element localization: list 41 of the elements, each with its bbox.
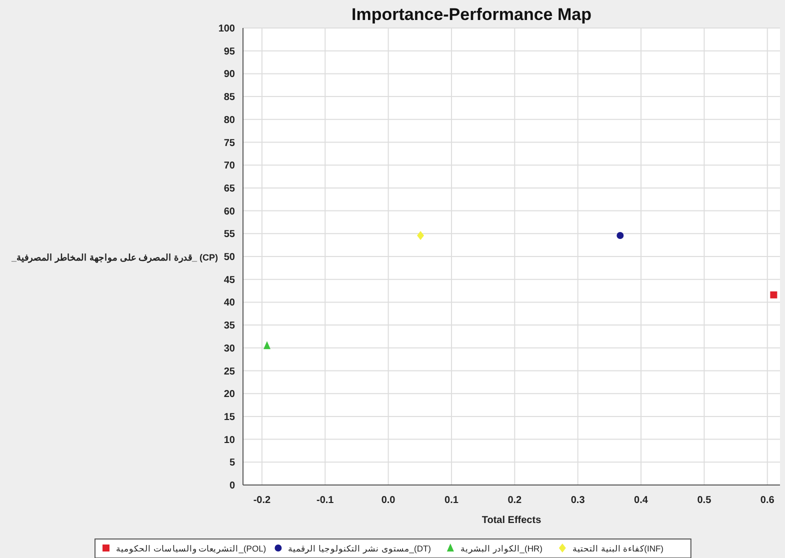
y-tick-label: 5: [229, 458, 236, 469]
legend-label: التشريعات والسياسات الحكومية_(POL): [116, 544, 266, 554]
x-tick-label: -0.2: [253, 495, 272, 506]
y-tick-label: 95: [224, 46, 236, 58]
x-tick-label: -0.1: [316, 495, 334, 506]
y-tick-label: 60: [224, 206, 236, 218]
y-tick-label: 10: [224, 434, 236, 446]
x-tick-label: 0.1: [444, 495, 459, 506]
y-tick-label: 0: [229, 480, 236, 492]
y-tick-label: 25: [224, 366, 236, 378]
y-tick-label: 85: [224, 92, 236, 104]
y-tick-label: 90: [224, 69, 236, 80]
legend-label: مستوى نشر التكنولوجيا الرقمية_(DT): [288, 544, 432, 554]
y-tick-label: 100: [218, 24, 236, 34]
point: [417, 230, 424, 240]
legend-label: كفاءة البنية التحتية(INF): [572, 544, 664, 554]
y-tick-label: 20: [224, 389, 236, 400]
x-tick-label: 0.3: [570, 495, 586, 506]
y-tick-label: 35: [224, 320, 236, 332]
x-tick-label: 0.0: [381, 495, 396, 506]
x-tick-label: 0.4: [634, 495, 648, 506]
x-axis-title: Total Effects: [482, 515, 542, 526]
y-axis-title: _قدرة المصرف على مواجهة المخاطر المصرفية_ (CP): [10, 252, 218, 264]
y-tick-label: 40: [224, 298, 236, 309]
y-tick-label: 65: [224, 183, 236, 194]
y-tick-label: 15: [224, 412, 236, 423]
x-tick-label: 0.5: [697, 495, 712, 506]
point: [616, 232, 624, 239]
point: [264, 341, 271, 350]
y-tick-label: 30: [224, 343, 236, 354]
legend-label: الكوادر البشرية_(HR): [460, 544, 543, 554]
point: [770, 291, 778, 298]
y-tick-label: 55: [224, 229, 236, 240]
y-tick-label: 75: [224, 138, 236, 149]
y-tick-label: 45: [224, 274, 236, 286]
y-tick-label: 70: [224, 160, 236, 172]
x-tick-label: 0.6: [760, 495, 775, 506]
y-tick-label: 80: [224, 114, 236, 126]
y-tick-label: 50: [224, 252, 236, 263]
chart-title: Importance-Performance Map: [352, 5, 592, 24]
x-tick-label: 0.2: [508, 495, 522, 506]
